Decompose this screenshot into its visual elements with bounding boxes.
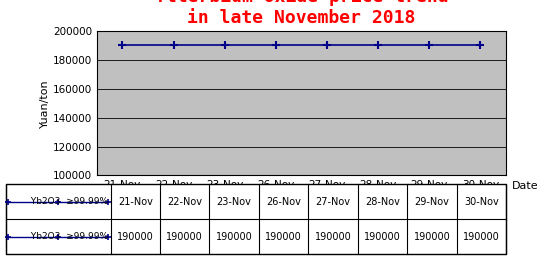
Text: 190000: 190000 — [364, 232, 401, 242]
Text: 190000: 190000 — [414, 232, 450, 242]
Text: 190000: 190000 — [216, 232, 253, 242]
Text: Yb2O3  ≥99.99%: Yb2O3 ≥99.99% — [28, 197, 108, 206]
Text: 28-Nov: 28-Nov — [365, 197, 400, 207]
Text: 29-Nov: 29-Nov — [414, 197, 449, 207]
Text: 190000: 190000 — [117, 232, 154, 242]
Text: 190000: 190000 — [265, 232, 302, 242]
Text: 30-Nov: 30-Nov — [464, 197, 499, 207]
Text: 190000: 190000 — [315, 232, 351, 242]
Title: Ytterbium oxide price trend
in late November 2018: Ytterbium oxide price trend in late Nove… — [155, 0, 448, 27]
Bar — [6, 184, 506, 254]
Y-axis label: Yuan/ton: Yuan/ton — [40, 79, 50, 127]
Text: 22-Nov: 22-Nov — [167, 197, 202, 207]
Text: Date: Date — [512, 181, 538, 191]
Text: 190000: 190000 — [463, 232, 500, 242]
Text: 23-Nov: 23-Nov — [217, 197, 252, 207]
Text: 27-Nov: 27-Nov — [316, 197, 351, 207]
Text: Yb2O3  ≥99.99%: Yb2O3 ≥99.99% — [28, 232, 108, 241]
Text: 26-Nov: 26-Nov — [266, 197, 301, 207]
Text: 21-Nov: 21-Nov — [118, 197, 153, 207]
Text: 190000: 190000 — [166, 232, 203, 242]
